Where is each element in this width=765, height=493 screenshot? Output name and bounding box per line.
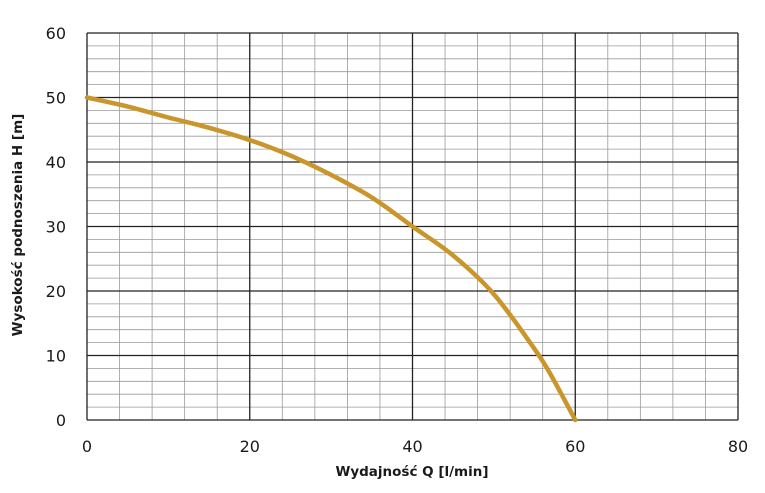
y-tick-label: 0 [56,411,66,430]
x-axis-ticks: 0 20 40 60 80 [82,437,748,456]
x-tick-label: 0 [82,437,92,456]
series-line-pump-curve [84,95,578,423]
y-tick-label: 30 [46,218,66,237]
y-tick-label: 20 [46,282,66,301]
x-tick-label: 60 [565,437,585,456]
y-tick-label: 60 [46,24,66,43]
y-tick-label: 10 [46,347,66,366]
y-axis-ticks: 0 10 20 30 40 50 60 [46,24,66,430]
y-axis-title: Wysokość podnoszenia H [m] [10,114,26,337]
x-axis-title: Wydajność Q [l/min] [335,464,488,480]
y-tick-label: 40 [46,153,66,172]
x-tick-label: 80 [728,437,748,456]
major-grid [86,32,739,421]
series-layer [84,95,578,423]
x-tick-label: 20 [240,437,260,456]
x-tick-label: 40 [402,437,422,456]
y-tick-label: 50 [46,89,66,108]
